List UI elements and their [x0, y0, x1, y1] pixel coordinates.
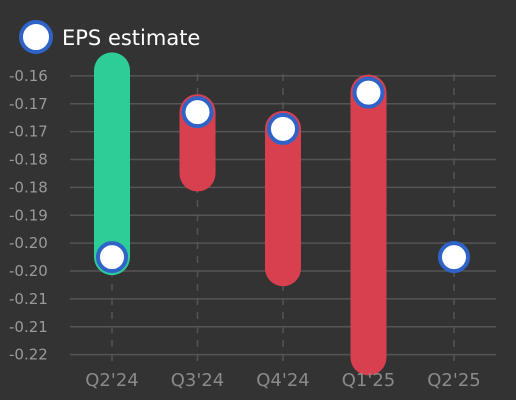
- y-tick-label: -0.20: [9, 234, 48, 252]
- y-tick-label: -0.19: [9, 206, 48, 224]
- y-tick-label: -0.17: [9, 95, 48, 113]
- range-bar: [265, 110, 301, 287]
- y-tick-label: -0.20: [9, 262, 48, 280]
- estimate-marker: [181, 96, 214, 129]
- y-tick-label: -0.21: [9, 290, 48, 308]
- x-tick-label: Q2'24: [85, 370, 138, 391]
- y-tick-label: -0.18: [9, 151, 48, 169]
- range-bar: [350, 74, 387, 376]
- y-axis-ticks: -0.16 -0.17 -0.17 -0.18 -0.18 -0.19 -0.20 -0.20…: [9, 67, 48, 364]
- estimate-marker: [438, 241, 470, 274]
- x-tick-label: Q1'25: [342, 370, 395, 391]
- y-tick-label: -0.16: [9, 67, 48, 85]
- estimate-markers: [96, 76, 470, 274]
- x-tick-label: Q4'24: [256, 370, 309, 391]
- y-tick-label: -0.17: [9, 123, 48, 141]
- legend: EPS estimate: [19, 20, 200, 54]
- x-axis-ticks: Q2'24 Q3'24 Q4'24 Q1'25 Q2'25: [85, 370, 480, 391]
- estimate-marker: [352, 76, 385, 109]
- estimate-marker: [96, 241, 128, 274]
- legend-marker: [19, 20, 53, 54]
- y-tick-label: -0.22: [9, 346, 48, 364]
- x-tick-label: Q2'25: [427, 370, 480, 391]
- x-tick-label: Q3'24: [171, 370, 224, 391]
- estimate-marker: [267, 112, 299, 145]
- y-tick-label: -0.18: [9, 178, 48, 196]
- range-bar: [94, 52, 130, 276]
- legend-label: EPS estimate: [62, 26, 200, 50]
- y-tick-label: -0.21: [9, 318, 48, 336]
